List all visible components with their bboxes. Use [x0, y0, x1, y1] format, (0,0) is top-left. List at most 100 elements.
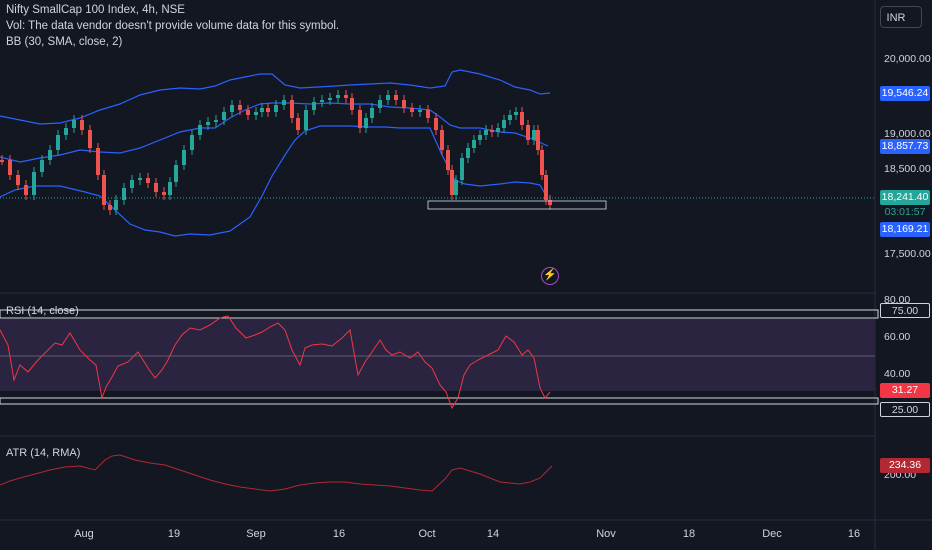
candle-body — [96, 148, 100, 175]
candle-body — [64, 128, 68, 135]
time-tick: 14 — [486, 528, 500, 540]
candle-body — [48, 150, 52, 160]
candle-body — [336, 95, 340, 98]
candle-body — [24, 185, 28, 195]
candle-body — [478, 135, 482, 140]
time-tick: Aug — [74, 528, 94, 540]
candle-body — [426, 110, 430, 118]
time-tick: 16 — [332, 528, 346, 540]
rsi-lower-line — [0, 397, 879, 405]
candle-body — [290, 100, 294, 118]
currency-selector[interactable]: INR — [880, 6, 922, 28]
candle-body — [496, 128, 500, 132]
rsi-tick: 40.00 — [884, 368, 911, 380]
atr-line — [0, 454, 553, 492]
rsi-lower-tag: 25.00 — [880, 402, 930, 417]
candle-body — [168, 182, 172, 195]
time-tick: Nov — [596, 528, 616, 540]
price-tick: 17,500.00 — [884, 248, 931, 260]
candle-body — [254, 112, 258, 115]
candle-body — [72, 120, 76, 128]
candle-body — [508, 115, 512, 120]
bb-upper-line — [0, 69, 551, 125]
time-tick: 18 — [682, 528, 696, 540]
candle-body — [274, 105, 278, 112]
price-tick: 20,000.00 — [884, 53, 931, 65]
candle-body — [222, 112, 226, 120]
time-tick: Oct — [418, 528, 436, 540]
candle-body — [108, 205, 112, 210]
candle-body — [146, 178, 150, 183]
time-tick: 16 — [847, 528, 861, 540]
candle-body — [548, 200, 552, 205]
candle-body — [198, 125, 202, 135]
candle-body — [162, 192, 166, 195]
candle-body — [544, 175, 548, 200]
candle-body — [440, 130, 444, 150]
candle-body — [450, 170, 454, 195]
candle-body — [246, 110, 250, 115]
candle-body — [16, 175, 20, 185]
candle-body — [410, 108, 414, 112]
time-tick: Sep — [246, 528, 266, 540]
candle-body — [260, 108, 264, 112]
candle-body — [532, 130, 536, 140]
range-highlight-box[interactable] — [427, 200, 607, 210]
candle-body — [394, 95, 398, 100]
candle-body — [520, 112, 524, 125]
candle-body — [282, 100, 286, 105]
candle-body — [460, 158, 464, 180]
candle-body — [358, 110, 362, 128]
candle-body — [378, 100, 382, 108]
candle-body — [182, 150, 186, 165]
candle-body — [154, 183, 158, 192]
rsi-upper-tag: 75.00 — [880, 303, 930, 318]
last-price-tag: 18,241.40 — [880, 190, 930, 205]
candle-body — [446, 150, 450, 170]
candle-body — [114, 200, 118, 210]
time-tick: 19 — [167, 528, 181, 540]
candle-body — [0, 160, 4, 162]
rsi-upper-line — [0, 309, 879, 319]
candle-body — [214, 120, 218, 122]
candle-body — [434, 118, 438, 130]
candle-body — [454, 180, 458, 195]
candle-body — [328, 98, 332, 100]
rsi-indicator-label[interactable]: RSI (14, close) — [6, 305, 79, 317]
bb-indicator-label[interactable]: BB (30, SMA, close, 2) — [6, 36, 123, 48]
bb-lower-tag: 18,169.21 — [880, 222, 930, 237]
candle-body — [466, 148, 470, 158]
bb-upper-tag: 19,546.24 — [880, 86, 930, 101]
bb-basis-line — [0, 102, 549, 163]
candle-body — [472, 140, 476, 148]
candle-body — [88, 130, 92, 148]
candle-body — [174, 165, 178, 182]
candle-body — [536, 130, 540, 150]
candle-body — [514, 112, 518, 115]
candle-body — [344, 95, 348, 98]
price-tick: 19,000.00 — [884, 128, 931, 140]
atr-value-tag: 234.36 — [880, 458, 930, 473]
candle-body — [206, 122, 210, 125]
rsi-value-tag: 31.27 — [880, 383, 930, 398]
candle-body — [230, 105, 234, 112]
candle-body — [320, 100, 324, 102]
candle-body — [526, 125, 530, 140]
candle-body — [350, 98, 354, 110]
candle-body — [130, 180, 134, 188]
bb-basis-tag: 18,857.73 — [880, 139, 930, 154]
candle-body — [364, 118, 368, 128]
candle-body — [40, 160, 44, 172]
lightning-icon[interactable]: ⚡ — [541, 267, 559, 285]
bb-lower-line — [0, 125, 549, 237]
candle-body — [138, 178, 142, 180]
candle-body — [122, 188, 126, 200]
candle-body — [80, 120, 84, 130]
symbol-title[interactable]: Nifty SmallCap 100 Index, 4h, NSE — [6, 4, 185, 16]
candle-body — [418, 110, 422, 112]
candle-body — [32, 172, 36, 195]
atr-indicator-label[interactable]: ATR (14, RMA) — [6, 447, 81, 459]
candle-body — [386, 95, 390, 100]
candle-body — [540, 150, 544, 175]
